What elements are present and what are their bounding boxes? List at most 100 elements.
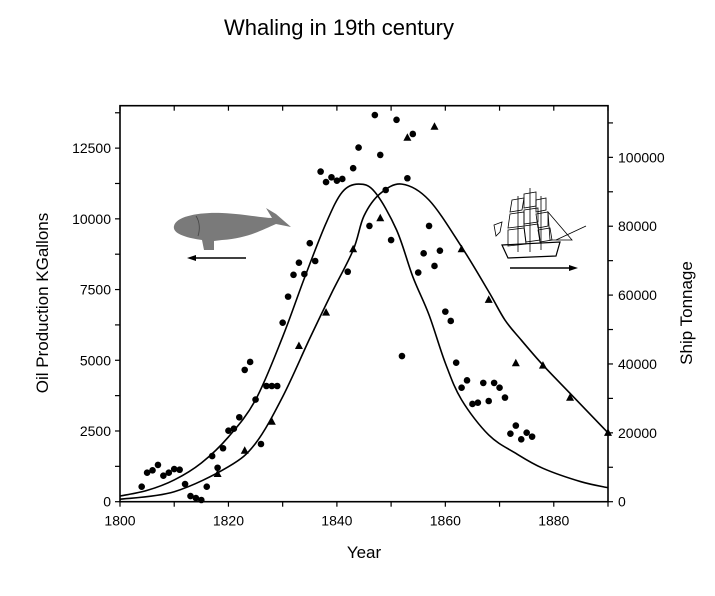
oil-data-point [376,151,384,159]
oil-data-point [507,430,514,437]
oil-data-point [485,397,493,405]
oil-data-point [333,177,341,184]
oil-data-point [452,359,460,366]
oil-data-point [409,130,417,138]
y-tick-label: 12500 [72,140,111,156]
data-markers [138,111,612,504]
oil-data-point [181,480,189,488]
y2-tick-label: 20000 [618,425,657,441]
oil-data-point [414,269,422,276]
oil-data-point [268,382,276,390]
oil-data-point [295,259,303,266]
sailing-ship-icon [493,188,587,259]
oil-data-point [447,317,455,325]
oil-data-point [235,413,243,421]
oil-data-point [322,178,330,186]
oil-data-point [420,250,427,257]
oil-data-point [339,175,346,183]
oil-data-point [344,268,352,276]
oil-data-point [349,164,357,172]
fit-curves [119,183,609,501]
tonnage-data-point [213,469,222,478]
oil-data-point [311,257,319,265]
oil-data-point [404,174,411,182]
oil-data-point [528,433,536,440]
y2-tick-label: 0 [618,494,626,510]
tonnage-data-point [430,122,439,130]
x-tick-label: 1800 [104,513,135,529]
x-tick-label: 1880 [538,513,569,529]
oil-data-point [170,465,178,473]
arrow-left-icon [187,255,246,261]
y2-tick-label: 100000 [618,149,665,165]
oil-data-point [263,382,270,390]
oil-data-point [306,239,314,247]
tonnage-data-point [294,341,303,350]
oil-data-point [225,427,232,435]
x-axis-label: Year [347,543,382,562]
oil-data-point [279,319,286,326]
tonnage-fit-curve [119,183,609,501]
oil-data-point [387,236,395,244]
oil-data-point [393,116,400,124]
oil-data-point [208,452,216,460]
tonnage-data-point [511,358,520,367]
oil-data-point [154,461,162,469]
oil-data-point [241,366,249,374]
oil-data-point [290,271,297,279]
oil-data-point [442,308,449,315]
chart-title: Whaling in 19th century [224,15,454,40]
oil-data-point [366,222,373,230]
oil-data-point [328,173,335,181]
y2-tick-label: 80000 [618,218,657,234]
tonnage-data-point [322,308,331,316]
oil-data-point [490,379,498,387]
plot-frame [119,104,609,503]
oil-data-point [149,467,156,474]
oil-data-point [214,464,221,472]
oil-data-point [458,384,465,392]
y-tick-label: 2500 [80,423,111,439]
oil-data-point [273,382,281,390]
oil-data-point [523,429,530,436]
oil-data-point [317,168,324,175]
oil-data-point [187,492,194,500]
oil-data-point [431,262,438,270]
axis-ticks: 1800 1820 1840 1860 1880 0 2500 5000 7500 10000 12… [72,105,665,529]
tonnage-data-point [566,393,575,401]
oil-data-point [160,472,167,479]
tonnage-data-point [240,446,249,454]
oil-data-point [230,425,238,433]
oil-data-point [252,396,259,403]
oil-data-point [501,394,509,401]
y-tick-label: 0 [103,494,111,510]
oil-data-point [512,422,520,429]
oil-data-point [301,270,308,278]
oil-data-point [246,358,254,366]
oil-data-point [257,440,265,448]
tonnage-data-point [403,133,412,141]
whale-icon [173,208,291,250]
y2-tick-label: 60000 [618,287,657,303]
tonnage-data-point [484,295,493,303]
y-tick-label: 7500 [80,282,111,298]
oil-data-point [203,483,211,491]
oil-data-point [176,466,183,474]
y-tick-label: 5000 [80,352,111,368]
oil-data-point [382,186,389,194]
oil-data-point [474,399,482,407]
oil-data-point [463,377,471,384]
y-axis-label: Oil Production KGallons [33,213,52,393]
oil-data-point [371,111,379,119]
x-tick-label: 1860 [430,513,461,529]
oil-data-point [436,247,444,254]
oil-fit-curve [119,183,609,497]
y2-axis-label: Ship Tonnage [677,261,696,365]
x-tick-label: 1820 [213,513,244,529]
oil-data-point [469,400,476,408]
y-tick-label: 10000 [72,211,111,227]
tonnage-data-point [457,244,466,253]
y2-tick-label: 40000 [618,356,657,372]
arrow-right-icon [510,265,578,271]
